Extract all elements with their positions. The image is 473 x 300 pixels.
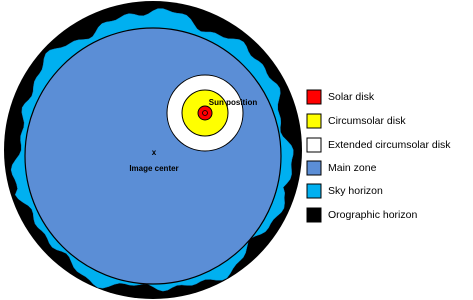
center-marker: x xyxy=(152,148,157,157)
legend-swatch xyxy=(307,208,321,222)
legend-swatch xyxy=(307,138,321,152)
legend-swatch xyxy=(307,184,321,198)
legend-label: Extended circumsolar disk xyxy=(328,139,451,151)
legend-label: Solar disk xyxy=(328,91,375,103)
legend-swatch xyxy=(307,161,321,175)
legend-label: Circumsolar disk xyxy=(328,115,406,127)
diagram: Sun position x Image center Solar disk C… xyxy=(0,0,473,300)
sun-position-label: Sun position xyxy=(209,98,258,107)
legend-label: Sky horizon xyxy=(328,185,383,197)
solar-disk xyxy=(198,106,212,120)
legend-label: Main zone xyxy=(328,162,377,174)
legend-label: Orographic horizon xyxy=(328,209,417,221)
legend-swatch xyxy=(307,114,321,128)
legend: Solar disk Circumsolar disk Extended cir… xyxy=(307,90,451,222)
legend-swatch xyxy=(307,90,321,104)
image-center-label: Image center xyxy=(129,164,178,173)
